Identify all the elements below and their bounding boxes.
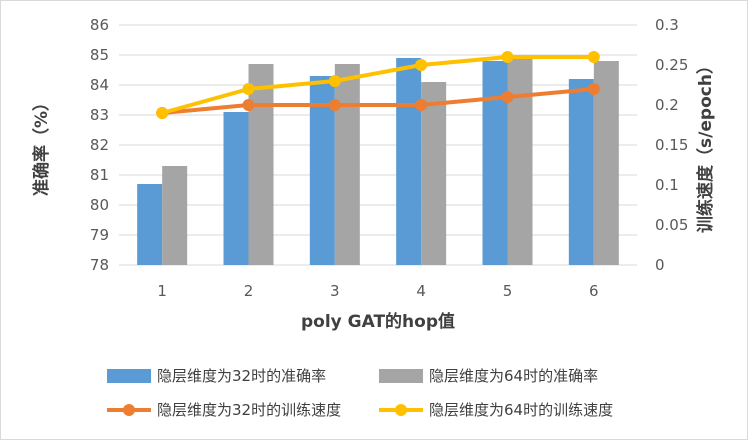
bar	[568, 79, 594, 265]
line-point	[242, 83, 255, 95]
bar	[223, 112, 249, 265]
legend-label: 隐层维度为64时的准确率	[429, 367, 598, 385]
lines	[156, 51, 600, 119]
bar	[421, 82, 447, 265]
y-left-tick-label: 84	[90, 76, 109, 94]
line-point	[328, 99, 341, 111]
legend-label: 隐层维度为64时的训练速度	[429, 401, 613, 419]
line-point	[501, 51, 514, 63]
line-point	[501, 91, 514, 103]
bar	[248, 64, 274, 265]
y-right-tick-label: 0.2	[655, 96, 679, 114]
line-point	[156, 107, 169, 119]
x-tick-label: 6	[589, 282, 599, 300]
legend-marker	[123, 404, 135, 416]
line-point	[415, 59, 428, 71]
left-y-axis-title: 准确率（%）	[31, 94, 52, 196]
line-point	[587, 51, 600, 63]
y-right-tick-label: 0.15	[655, 136, 688, 154]
bars	[137, 55, 619, 265]
y-right-tick-label: 0	[655, 256, 665, 274]
legend-marker	[395, 404, 407, 416]
y-left-tick-label: 86	[90, 16, 109, 34]
legend-swatch	[107, 369, 151, 383]
y-right-tick-label: 0.05	[655, 216, 688, 234]
bar	[137, 184, 163, 265]
line-point	[328, 75, 341, 87]
tick-labels: 78 79 80 81 82 83 84 85 86 0 0.05 0.1 0.15 0.2 0.25 0.3…	[90, 16, 689, 300]
line-point	[242, 99, 255, 111]
bar	[396, 58, 422, 265]
y-left-tick-label: 81	[90, 166, 109, 184]
x-tick-label: 1	[157, 282, 167, 300]
bar	[482, 61, 508, 265]
legend-label: 隐层维度为32时的准确率	[157, 367, 326, 385]
y-right-tick-label: 0.3	[655, 16, 679, 34]
bar	[334, 64, 360, 265]
line-point	[415, 99, 428, 111]
series-line	[160, 55, 596, 115]
y-left-tick-label: 78	[90, 256, 109, 274]
x-tick-label: 5	[503, 282, 513, 300]
y-left-tick-label: 79	[90, 226, 109, 244]
bar	[507, 55, 533, 265]
bar	[162, 166, 188, 265]
x-tick-label: 2	[244, 282, 254, 300]
gridlines	[119, 24, 637, 266]
bar	[593, 61, 619, 265]
series-line	[160, 87, 596, 115]
y-left-tick-label: 85	[90, 46, 109, 64]
y-right-tick-label: 0.25	[655, 56, 688, 74]
x-axis-title: poly GAT的hop值	[301, 311, 455, 332]
y-right-tick-label: 0.1	[655, 176, 679, 194]
y-left-tick-label: 83	[90, 106, 109, 124]
line-point	[587, 83, 600, 95]
y-left-tick-label: 82	[90, 136, 109, 154]
legend-swatch	[379, 369, 423, 383]
x-tick-label: 3	[330, 282, 340, 300]
legend-label: 隐层维度为32时的训练速度	[157, 401, 341, 419]
right-y-axis-title: 训练速度（s/epoch）	[695, 57, 716, 233]
y-left-tick-label: 80	[90, 196, 109, 214]
x-tick-label: 4	[416, 282, 426, 300]
